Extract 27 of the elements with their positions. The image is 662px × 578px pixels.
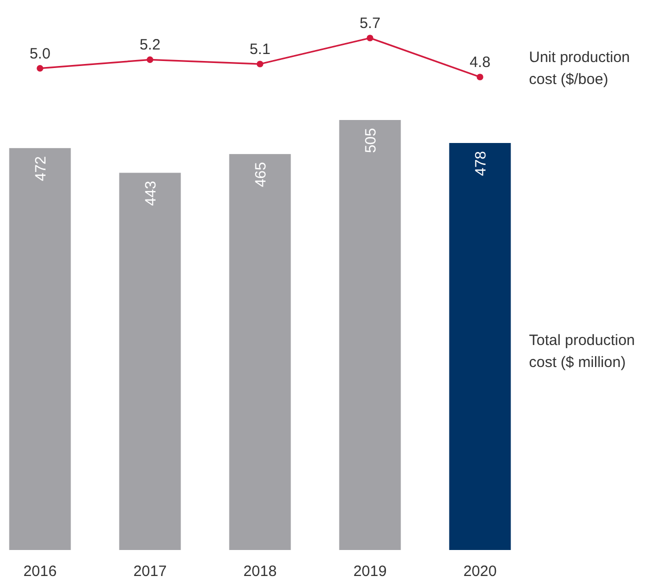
point — [256, 60, 264, 68]
x-tick-label: 2020 — [463, 563, 497, 578]
series-label: Total production cost ($ million) — [529, 332, 635, 371]
data-label: 5.0 — [30, 45, 50, 62]
data-label: 465 — [252, 162, 270, 188]
data-label: 443 — [142, 180, 160, 206]
bar — [9, 148, 71, 550]
data-label: 472 — [32, 156, 50, 182]
bar — [339, 120, 401, 550]
bar — [229, 154, 291, 550]
x-tick-label: 2018 — [243, 563, 277, 578]
data-label: 5.2 — [140, 36, 160, 54]
data-label: 5.7 — [360, 15, 380, 32]
data-label: 4.8 — [470, 54, 490, 71]
text: Unit production cost ($/boe) — [529, 49, 630, 88]
bar — [449, 142, 511, 550]
data-label: 478 — [472, 150, 490, 176]
point — [366, 34, 374, 42]
data-label: 5.1 — [250, 41, 270, 58]
point — [146, 56, 154, 63]
point — [476, 74, 484, 80]
x-tick-label: 2019 — [353, 563, 387, 578]
data-label: 505 — [362, 128, 380, 154]
x-tick-label: 2017 — [133, 563, 167, 578]
x-tick-label: 2016 — [23, 563, 57, 578]
bar — [119, 172, 181, 550]
point — [36, 65, 44, 72]
